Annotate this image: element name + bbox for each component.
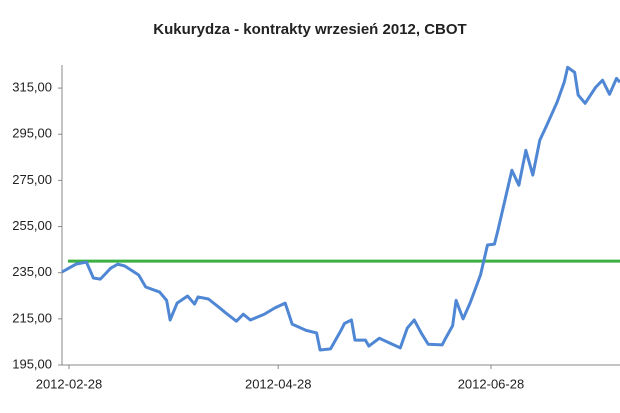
y-tick-label: 255,00 — [12, 218, 52, 233]
y-tick-label: 275,00 — [12, 172, 52, 187]
y-tick-label: 235,00 — [12, 264, 52, 279]
y-tick-label: 195,00 — [12, 356, 52, 371]
x-tick-label: 2012-02-28 — [36, 376, 103, 391]
y-tick-label: 215,00 — [12, 310, 52, 325]
x-tick-label: 2012-06-28 — [458, 376, 525, 391]
x-tick-label: 2012-04-28 — [245, 376, 312, 391]
chart-title: Kukurydza - kontrakty wrzesień 2012, CBO… — [153, 21, 466, 38]
y-tick-label: 315,00 — [12, 80, 52, 95]
y-tick-label: 295,00 — [12, 126, 52, 141]
price-line — [61, 65, 620, 352]
